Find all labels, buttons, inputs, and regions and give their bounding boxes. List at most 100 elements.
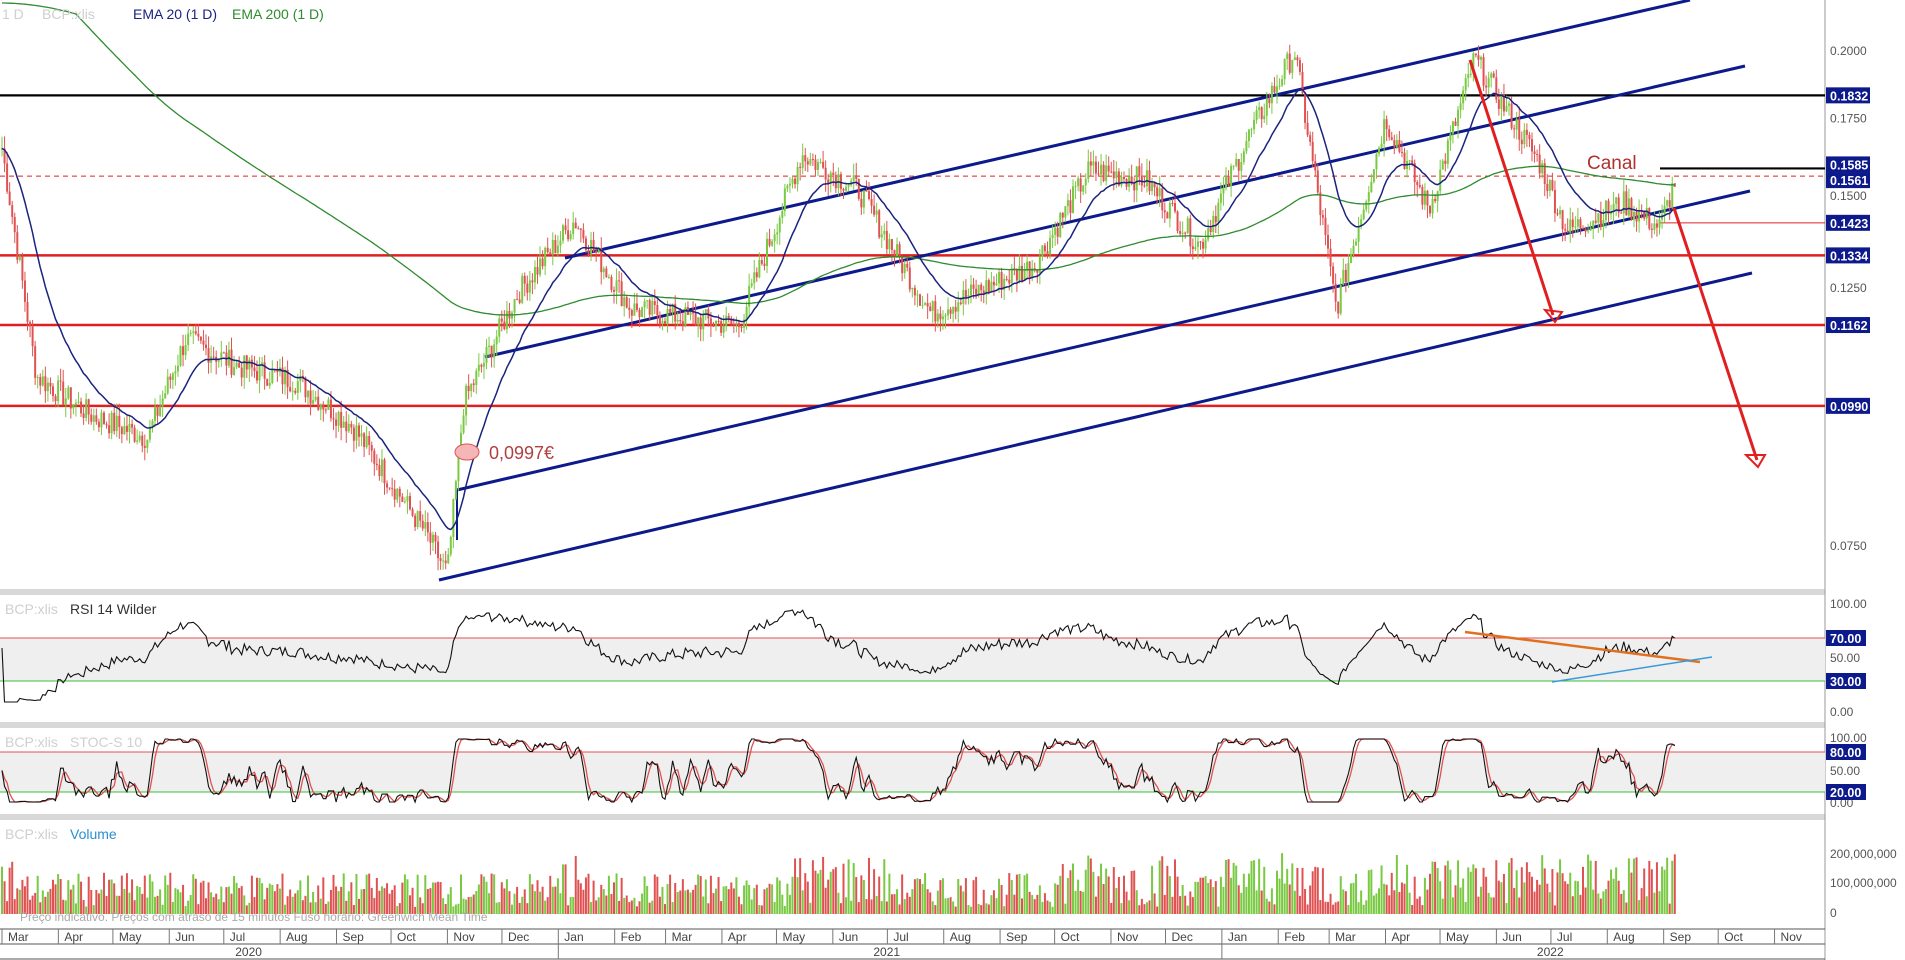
candle-body <box>1046 251 1049 255</box>
volume-bar <box>679 890 682 914</box>
volume-bar <box>207 882 210 914</box>
candle-body <box>276 370 279 373</box>
volume-bar <box>681 879 684 914</box>
channel-lines <box>438 0 1753 582</box>
candle-body <box>860 198 863 208</box>
volume-bar <box>1250 860 1253 914</box>
candle-body <box>771 241 774 246</box>
candle-body <box>1477 55 1480 60</box>
volume-tick-100m: 100,000,000 <box>1830 876 1897 890</box>
candle-body <box>584 238 587 251</box>
volume-bar <box>1515 870 1518 914</box>
volume-bar <box>860 875 863 914</box>
volume-bar <box>845 897 848 914</box>
volume-bar <box>1105 868 1108 914</box>
candle-body <box>1268 98 1271 104</box>
candle-body <box>1324 217 1327 235</box>
candle-body <box>870 199 873 206</box>
candle-body <box>110 412 113 434</box>
candle-body <box>138 435 141 441</box>
candle-body <box>54 396 57 402</box>
candle-body <box>454 481 457 500</box>
candle-body <box>1235 159 1238 166</box>
volume-bar <box>1023 875 1026 914</box>
volume-bar <box>424 875 427 914</box>
candle-body <box>105 424 108 426</box>
volume-bar <box>824 887 827 914</box>
volume-bar <box>776 877 779 914</box>
candle-body <box>271 369 274 383</box>
volume-bar <box>546 897 549 914</box>
candle-body <box>1436 191 1439 202</box>
volume-bar <box>722 886 725 914</box>
candle-body <box>235 362 238 368</box>
volume-bar <box>419 897 422 914</box>
candle-body <box>189 332 192 334</box>
volume-bar <box>64 900 67 914</box>
volume-bar <box>1543 868 1546 914</box>
candle-body <box>442 560 445 562</box>
candle-body <box>1365 201 1368 210</box>
volume-bar <box>1003 906 1006 914</box>
volume-bar <box>1385 884 1388 914</box>
volume-bar <box>896 889 899 914</box>
volume-tick-200m: 200,000,000 <box>1830 847 1897 861</box>
candle-body <box>1380 143 1383 148</box>
candle-body <box>1645 208 1648 219</box>
channel-bottom-line <box>438 271 1753 582</box>
candle-body <box>592 239 595 252</box>
volume-bar <box>465 899 468 914</box>
candle-body <box>1487 77 1490 88</box>
candle-body <box>1342 269 1345 285</box>
candle-body <box>1533 151 1536 154</box>
candle-body <box>1179 231 1182 234</box>
volume-bar <box>498 902 501 914</box>
volume-bar <box>184 906 187 914</box>
month-label: Apr <box>64 930 83 944</box>
candle-body <box>1416 182 1419 185</box>
volume-bar <box>217 899 220 914</box>
volume-bar <box>574 856 577 914</box>
candle-body <box>597 248 600 253</box>
volume-bar <box>715 888 717 914</box>
candle-body <box>794 178 797 185</box>
candle-body <box>1286 53 1289 60</box>
candle-body <box>44 376 47 392</box>
candle-body <box>1411 160 1414 163</box>
volume-bar <box>179 892 182 914</box>
volume-bar <box>633 897 636 914</box>
volume-bar <box>748 884 751 914</box>
volume-bar <box>862 879 865 914</box>
volume-bar <box>1255 890 1258 914</box>
candle-body <box>913 287 916 296</box>
volume-bar <box>985 903 988 914</box>
volume-bar <box>411 887 414 914</box>
volume-bar <box>505 879 508 914</box>
candle-body <box>159 406 162 416</box>
candle-body <box>992 281 995 286</box>
volume-bar <box>1439 881 1442 914</box>
volume-bar <box>1464 901 1467 914</box>
candle-body <box>995 283 998 286</box>
candle-body <box>304 377 307 398</box>
volume-bar <box>1492 897 1495 914</box>
volume-bar <box>1102 883 1105 914</box>
stoch-main-line <box>1 737 1676 804</box>
volume-bar <box>781 894 784 914</box>
candle-body <box>26 301 29 322</box>
volume-bar <box>1648 860 1651 914</box>
candle-body <box>1247 129 1250 142</box>
volume-bar <box>694 884 697 914</box>
volume-bar <box>559 893 562 914</box>
volume-bar <box>605 895 608 914</box>
candle-body <box>329 399 332 419</box>
volume-tick-0: 0 <box>1830 906 1837 920</box>
volume-bar <box>1097 876 1100 914</box>
candle-body <box>480 364 483 367</box>
candle-body <box>488 345 491 347</box>
candle-body <box>248 359 251 370</box>
volume-bar <box>169 872 172 914</box>
volume-bar <box>906 892 909 914</box>
volume-bar <box>72 884 75 914</box>
